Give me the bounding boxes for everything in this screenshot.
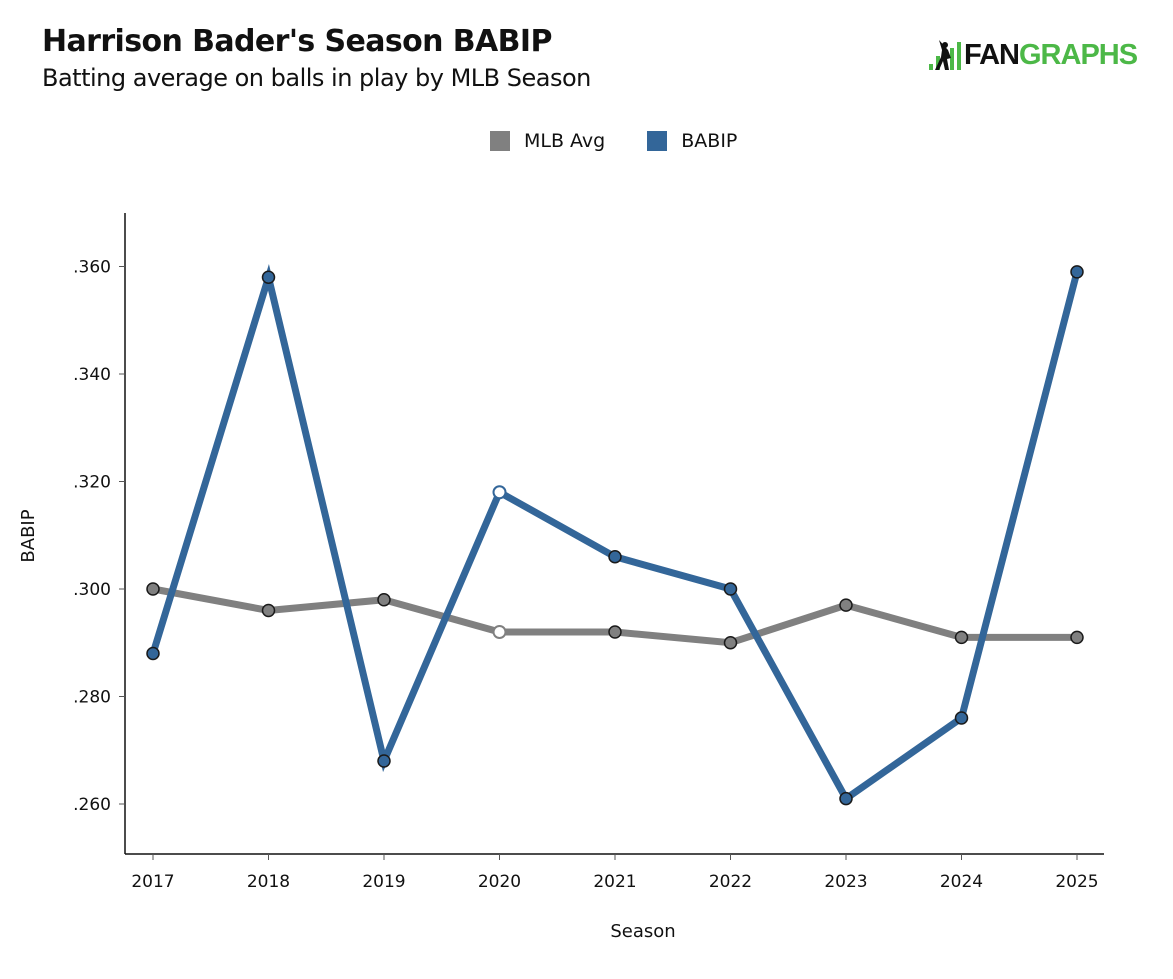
x-tick-label: 2024 <box>940 872 983 892</box>
series-line-babip <box>149 263 1081 804</box>
data-point-babip <box>1070 265 1084 279</box>
legend: MLB Avg BABIP <box>490 130 779 152</box>
data-point-babip <box>377 754 391 768</box>
data-point-mlb-avg <box>608 625 622 639</box>
y-tick-label: .300 <box>73 580 111 600</box>
y-tick-label: .320 <box>73 473 111 493</box>
x-tick-label: 2021 <box>593 872 636 892</box>
y-tick-label: .340 <box>73 365 111 385</box>
x-tick-label: 2025 <box>1055 872 1098 892</box>
y-tick-label: .360 <box>73 258 111 278</box>
data-point-mlb-avg <box>377 593 391 607</box>
legend-swatch-mlb-avg <box>490 131 510 151</box>
data-point-mlb-avg <box>839 598 853 612</box>
fangraphs-logo: FAN GRAPHS <box>928 38 1138 72</box>
batter-bars-icon <box>929 40 961 70</box>
data-point-babip <box>146 646 160 661</box>
chart-title: Harrison Bader's Season BABIP <box>42 24 552 59</box>
axes: .260 .280 .300 .320 .340 .360 2017 2018 2019 2020… <box>73 213 1104 892</box>
y-tick-label: .260 <box>73 795 111 815</box>
data-point-mlb-avg <box>492 625 507 639</box>
data-point-mlb-avg <box>146 582 160 596</box>
x-tick-label: 2017 <box>131 872 174 892</box>
legend-label-babip: BABIP <box>681 130 738 152</box>
x-tick-label: 2020 <box>478 872 521 892</box>
y-axis-title: BABIP <box>18 509 39 562</box>
data-point-babip <box>492 485 507 500</box>
x-axis-title: Season <box>610 921 675 942</box>
data-point-babip <box>261 270 276 284</box>
data-point-mlb-avg <box>261 603 276 618</box>
data-point-mlb-avg <box>1070 630 1084 645</box>
x-tick-label: 2023 <box>824 872 867 892</box>
series-group <box>146 263 1084 806</box>
chart-subtitle: Batting average on balls in play by MLB … <box>42 64 591 92</box>
legend-label-mlb-avg: MLB Avg <box>524 130 606 152</box>
x-tick-label: 2019 <box>362 872 405 892</box>
legend-item-babip[interactable]: BABIP <box>647 130 737 152</box>
data-point-babip <box>839 791 853 806</box>
legend-swatch-babip <box>647 131 668 151</box>
data-point-babip <box>954 711 969 725</box>
data-point-babip <box>608 550 622 564</box>
data-point-mlb-avg <box>723 636 738 650</box>
x-tick-label: 2022 <box>709 872 752 892</box>
data-point-mlb-avg <box>954 630 969 645</box>
logo-text-graphs: GRAPHS <box>1019 39 1138 71</box>
logo-text-fan: FAN <box>964 39 1020 71</box>
data-point-babip <box>723 582 738 596</box>
y-tick-label: .280 <box>73 688 111 708</box>
x-tick-label: 2018 <box>247 872 290 892</box>
legend-item-mlb-avg[interactable]: MLB Avg <box>490 130 605 152</box>
